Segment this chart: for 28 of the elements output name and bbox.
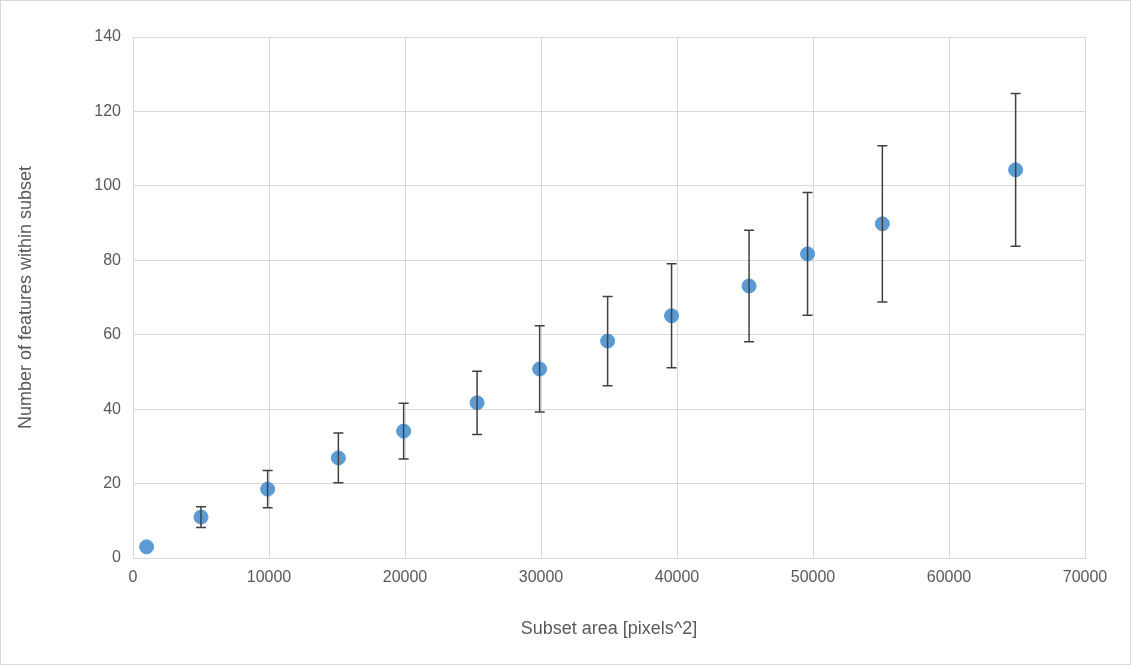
- x-axis-title: Subset area [pixels^2]: [520, 618, 698, 639]
- x-tick-label: 20000: [382, 568, 428, 586]
- point: [396, 423, 412, 439]
- y-tick-label: 0: [112, 548, 122, 566]
- x-tick-label: 10000: [246, 568, 292, 586]
- y-tick-label: 60: [103, 325, 122, 343]
- x-tick-label: 50000: [790, 568, 836, 586]
- x-tick-label: 30000: [518, 568, 564, 586]
- x-tick-label: 60000: [926, 568, 972, 586]
- y-tick-label: 120: [94, 101, 122, 119]
- point: [800, 246, 816, 262]
- point: [664, 308, 680, 324]
- x-tick-label: 40000: [654, 568, 700, 586]
- point: [260, 481, 276, 497]
- y-tick-label: 20: [103, 473, 122, 491]
- y-tick-label: 140: [94, 27, 122, 45]
- y-tick-label: 100: [94, 176, 122, 194]
- y-tick-label: 40: [103, 399, 122, 417]
- point: [139, 539, 155, 555]
- point: [532, 361, 548, 377]
- point: [874, 216, 890, 232]
- point: [600, 333, 616, 349]
- x-tick-label: 70000: [1062, 568, 1108, 586]
- y-axis-title: Number of features within subset: [14, 165, 35, 430]
- point: [330, 450, 346, 466]
- point: [1008, 162, 1024, 178]
- x-tick-label: 0: [128, 568, 138, 586]
- y-tick-label: 80: [103, 250, 122, 268]
